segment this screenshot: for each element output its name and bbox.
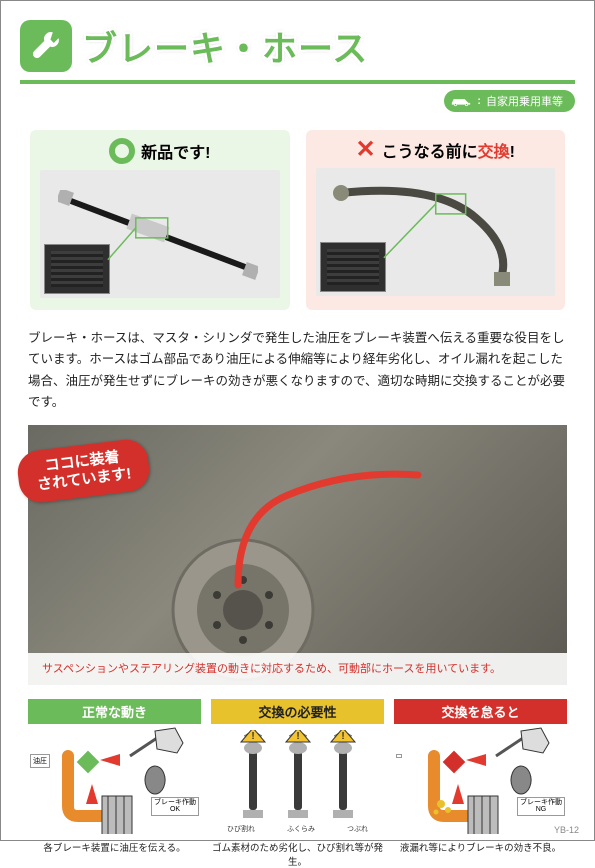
column-header: 交換の必要性 xyxy=(211,699,384,724)
photo-old-hose xyxy=(316,168,556,296)
vehicle-type-badge: : 自家用乗用車等 xyxy=(444,90,575,112)
vehicle-badge-label: 自家用乗用車等 xyxy=(486,93,563,109)
installation-photo-section: ココに装着 されています! サスペンションやステアリング装置の動きに対応するため… xyxy=(28,425,567,685)
page-number: YB-12 xyxy=(554,825,579,835)
comparison-row: 新品です! ✕ こうなる前に交換! xyxy=(0,122,595,324)
install-caption: サスペンションやステアリング装置の動きに対応するため、可動部にホースを用いていま… xyxy=(28,653,567,686)
page-title: ブレーキ・ホース xyxy=(82,21,368,72)
column-header: 正常な動き xyxy=(28,699,201,724)
compare-card-old: ✕ こうなる前に交換! xyxy=(306,130,566,310)
red-hose-highlight xyxy=(228,455,428,595)
title-underline xyxy=(20,80,575,84)
compare-card-new: 新品です! xyxy=(30,130,290,310)
svg-text:!: ! xyxy=(296,731,299,742)
column-caption: 各ブレーキ装置に油圧を伝える。 xyxy=(28,836,201,854)
compare-label-old: こうなる前に交換! xyxy=(382,138,515,162)
photo-new-hose xyxy=(40,170,280,298)
svg-text:!: ! xyxy=(341,731,344,742)
page-header: ブレーキ・ホース xyxy=(0,0,595,80)
compare-header-old: ✕ こうなる前に交換! xyxy=(316,138,556,162)
compare-header-new: 新品です! xyxy=(40,138,280,164)
column-caption: 液漏れ等によりブレーキの効き不良。 xyxy=(394,836,567,854)
bottom-column-0: 正常な動き 油圧 ブレーキ作動OK各ブレーキ装置に油圧を伝える。 xyxy=(28,699,201,868)
wrench-icon xyxy=(20,20,72,72)
bottom-columns: 正常な動き 油圧 ブレーキ作動OK各ブレーキ装置に油圧を伝える。交換の必要性!!… xyxy=(0,699,595,868)
compare-label-new: 新品です! xyxy=(141,139,210,163)
ok-mark-icon xyxy=(109,138,135,164)
diagram-warn: !!! ひび割れふくらみつぶれ xyxy=(211,724,384,836)
diagram-ok: 油圧 ブレーキ作動OK xyxy=(28,724,201,836)
bottom-column-2: 交換を怠ると ブレーキ作動NG液漏れ等によりブレーキの効き不良。 xyxy=(394,699,567,868)
warn-mini-labels: ひび割れふくらみつぶれ xyxy=(211,824,384,834)
car-icon xyxy=(450,94,472,108)
body-paragraph: ブレーキ・ホースは、マスタ・シリンダで発生した油圧をブレーキ装置へ伝える重要な役… xyxy=(0,324,595,425)
svg-text:!: ! xyxy=(251,731,254,742)
diagram-ng: ブレーキ作動NG xyxy=(394,724,567,836)
badge-row: : 自家用乗用車等 xyxy=(0,90,595,122)
ng-mark-icon: ✕ xyxy=(356,138,376,162)
column-header: 交換を怠ると xyxy=(394,699,567,724)
bottom-column-1: 交換の必要性!!!ひび割れふくらみつぶれゴム素材のため劣化し、ひび割れ等が発生。 xyxy=(211,699,384,868)
